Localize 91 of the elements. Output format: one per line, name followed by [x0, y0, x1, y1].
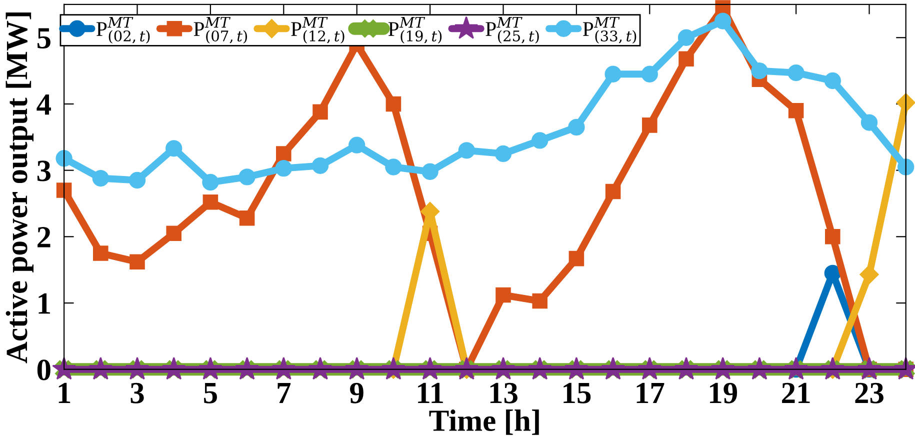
point [125, 356, 150, 380]
point [494, 145, 512, 162]
point [238, 168, 256, 186]
point [751, 62, 768, 80]
point [458, 142, 475, 159]
x-axis-title: Time [h] [429, 410, 539, 435]
x-tick-label: 1 [58, 382, 70, 404]
point [276, 146, 292, 162]
point [898, 158, 914, 176]
point [496, 287, 511, 303]
point [88, 356, 113, 380]
point [715, 0, 730, 16]
point [641, 66, 658, 82]
y-axis-title: Active power output [MW] [6, 12, 34, 364]
point [638, 356, 662, 380]
point [385, 158, 402, 176]
point [605, 184, 621, 200]
x-tick-label: 23 [855, 382, 884, 404]
point [678, 29, 695, 46]
point [788, 64, 804, 82]
point [710, 356, 735, 380]
point [860, 114, 878, 131]
point [56, 150, 72, 167]
y-tick-label: 0 [37, 360, 50, 380]
point [568, 118, 585, 136]
point [312, 157, 329, 174]
point [748, 356, 772, 380]
legend-label: P$^{MT}$$_{(33,t)}$ [582, 16, 636, 44]
point [857, 356, 882, 380]
x-tick-label: 7 [278, 383, 291, 404]
point [454, 356, 479, 380]
x-tick-label: 9 [350, 382, 364, 404]
y-tick-label: 5 [37, 28, 50, 49]
x-tick-label: 13 [490, 382, 518, 404]
point [824, 72, 841, 90]
point [348, 136, 366, 154]
point [166, 226, 182, 241]
y-tick-label: 4 [36, 94, 51, 115]
point [788, 102, 804, 118]
x-tick-label: 15 [564, 382, 591, 404]
point [130, 254, 145, 270]
legend-label: P$^{MT}$$_{(02,t)}$ [96, 16, 150, 44]
point [568, 250, 584, 266]
point [198, 356, 222, 380]
point [422, 163, 438, 180]
point [604, 66, 622, 82]
x-tick-label: 3 [130, 382, 144, 404]
point [202, 194, 218, 210]
point [860, 264, 879, 284]
point [784, 356, 808, 380]
point [714, 12, 732, 30]
point [275, 160, 292, 177]
point [308, 356, 332, 380]
point [601, 356, 625, 380]
point [528, 356, 552, 380]
x-tick-label: 21 [782, 382, 810, 404]
x-tick-label: 5 [204, 383, 217, 404]
y-tick-label: 1 [38, 293, 50, 314]
point [312, 104, 328, 120]
x-tick-label: 17 [636, 382, 664, 404]
point [162, 356, 186, 380]
point [825, 229, 840, 244]
point [642, 118, 658, 133]
point [239, 210, 255, 226]
point [491, 356, 516, 380]
point [52, 356, 76, 380]
legend-label: P$^{MT}$$_{(12,t)}$ [291, 16, 344, 44]
point [564, 356, 588, 380]
x-tick-label: 19 [710, 382, 738, 404]
point [202, 174, 219, 191]
point [418, 356, 442, 380]
point [93, 246, 108, 261]
point [386, 96, 402, 112]
y-tick-label: 3 [37, 160, 51, 182]
legend-label: P$^{MT}$$_{(19,t)}$ [388, 16, 442, 44]
point [532, 132, 548, 149]
legend-label: P$^{MT}$$_{(25,t)}$ [486, 16, 539, 44]
legend-label: P$^{MT}$$_{(07,t)}$ [194, 16, 247, 44]
x-tick-label: 11 [418, 382, 443, 404]
point [674, 356, 698, 380]
point [344, 356, 369, 380]
point [235, 356, 259, 380]
point [272, 356, 296, 380]
point [896, 93, 915, 112]
point [128, 172, 146, 189]
point [532, 293, 548, 309]
point [92, 170, 109, 187]
point [166, 140, 182, 157]
point [56, 182, 72, 198]
y-tick-label: 2 [38, 227, 50, 248]
point [678, 51, 694, 66]
